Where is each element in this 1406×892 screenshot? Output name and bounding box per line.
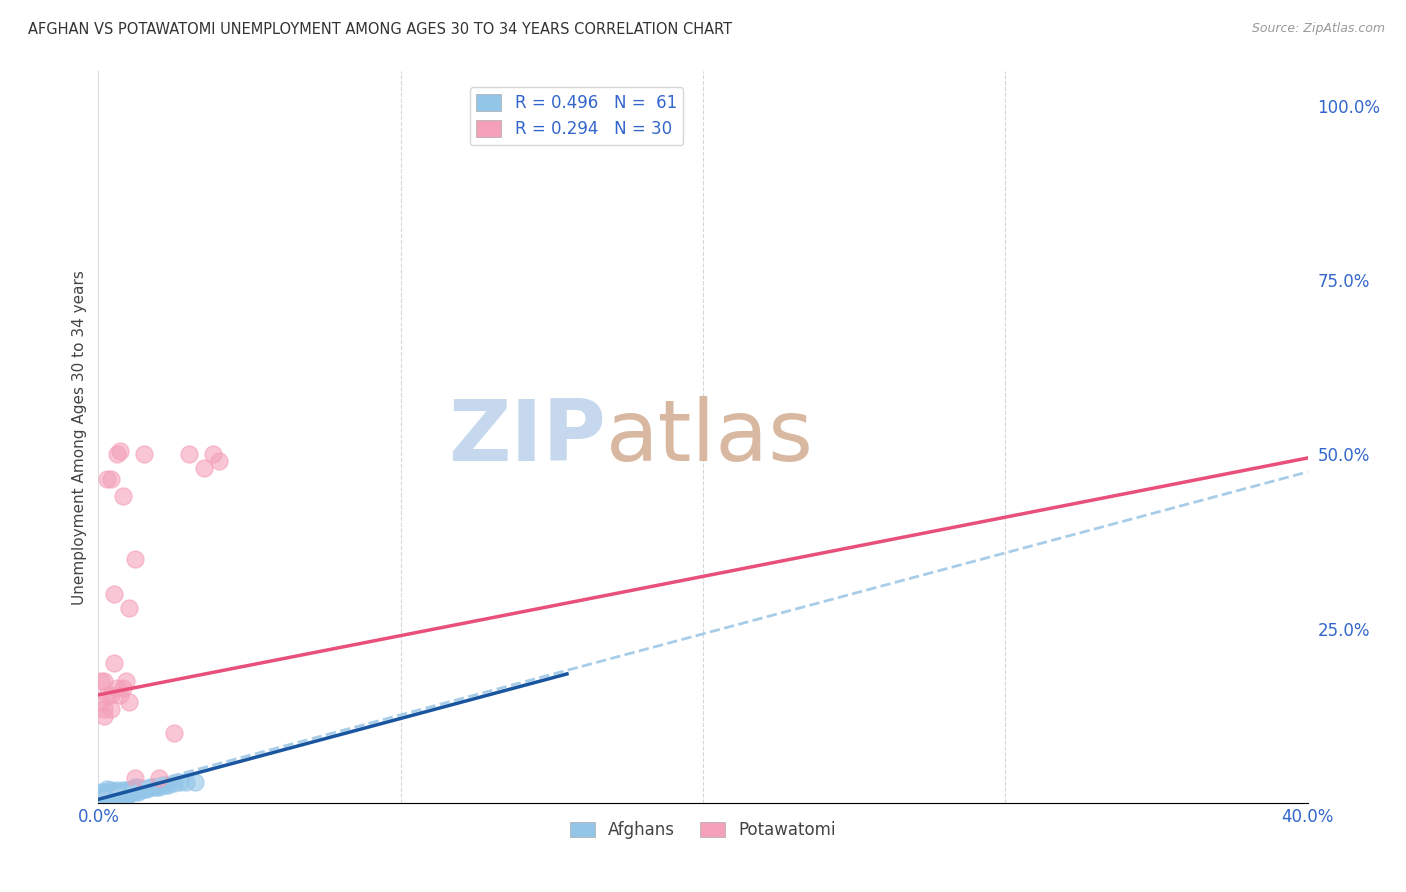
Point — [103, 587, 125, 601]
Point — [93, 789, 115, 803]
Point — [105, 790, 128, 805]
Point — [105, 783, 128, 797]
Point — [96, 790, 118, 805]
Point — [105, 792, 128, 806]
Point — [114, 783, 136, 797]
Point — [111, 489, 134, 503]
Text: ZIP: ZIP — [449, 395, 606, 479]
Point — [114, 789, 136, 803]
Point — [93, 794, 115, 808]
Point — [108, 688, 131, 702]
Point — [153, 778, 176, 792]
Point — [100, 794, 122, 808]
Point — [111, 783, 134, 797]
Point — [90, 789, 112, 803]
Point — [179, 448, 201, 462]
Point — [100, 788, 122, 802]
Point — [90, 790, 112, 805]
Point — [156, 778, 179, 792]
Point — [108, 444, 131, 458]
Point — [124, 772, 146, 786]
Point — [96, 794, 118, 808]
Point — [103, 785, 125, 799]
Point — [93, 785, 115, 799]
Point — [139, 780, 162, 795]
Point — [100, 472, 122, 486]
Point — [114, 788, 136, 802]
Point — [100, 790, 122, 805]
Point — [90, 695, 112, 709]
Point — [132, 781, 155, 796]
Point — [108, 785, 131, 799]
Legend: Afghans, Potawatomi: Afghans, Potawatomi — [564, 814, 842, 846]
Point — [96, 792, 118, 806]
Point — [103, 657, 125, 671]
Point — [90, 794, 112, 808]
Point — [150, 778, 173, 792]
Text: Source: ZipAtlas.com: Source: ZipAtlas.com — [1251, 22, 1385, 36]
Point — [118, 695, 141, 709]
Point — [118, 783, 141, 797]
Point — [124, 785, 146, 799]
Point — [163, 776, 186, 790]
Point — [184, 775, 207, 789]
Point — [121, 781, 143, 796]
Point — [103, 794, 125, 808]
Point — [96, 688, 118, 702]
Point — [103, 792, 125, 806]
Point — [118, 788, 141, 802]
Point — [118, 788, 141, 802]
Point — [105, 788, 128, 802]
Point — [93, 702, 115, 716]
Point — [124, 780, 146, 795]
Point — [127, 785, 149, 799]
Y-axis label: Unemployment Among Ages 30 to 34 years: Unemployment Among Ages 30 to 34 years — [72, 269, 87, 605]
Point — [111, 789, 134, 803]
Point — [145, 780, 167, 795]
Point — [96, 789, 118, 803]
Point — [96, 785, 118, 799]
Point — [111, 681, 134, 695]
Point — [193, 461, 215, 475]
Point — [129, 783, 152, 797]
Point — [202, 448, 225, 462]
Point — [208, 454, 231, 468]
Point — [111, 790, 134, 805]
Text: AFGHAN VS POTAWATOMI UNEMPLOYMENT AMONG AGES 30 TO 34 YEARS CORRELATION CHART: AFGHAN VS POTAWATOMI UNEMPLOYMENT AMONG … — [28, 22, 733, 37]
Point — [103, 789, 125, 803]
Point — [118, 600, 141, 615]
Point — [148, 772, 170, 786]
Point — [114, 673, 136, 688]
Point — [93, 792, 115, 806]
Point — [90, 673, 112, 688]
Point — [174, 775, 197, 789]
Point — [100, 783, 122, 797]
Point — [93, 790, 115, 805]
Point — [105, 681, 128, 695]
Point — [148, 780, 170, 795]
Point — [96, 781, 118, 796]
Point — [100, 702, 122, 716]
Point — [169, 775, 191, 789]
Text: atlas: atlas — [606, 395, 814, 479]
Point — [90, 785, 112, 799]
Point — [163, 726, 186, 740]
Point — [90, 792, 112, 806]
Point — [124, 552, 146, 566]
Point — [96, 472, 118, 486]
Point — [100, 688, 122, 702]
Point — [121, 785, 143, 799]
Point — [93, 673, 115, 688]
Point — [93, 708, 115, 723]
Point — [142, 780, 165, 795]
Point — [108, 792, 131, 806]
Point — [100, 792, 122, 806]
Point — [135, 781, 157, 796]
Point — [108, 789, 131, 803]
Point — [105, 448, 128, 462]
Point — [127, 780, 149, 795]
Point — [132, 448, 155, 462]
